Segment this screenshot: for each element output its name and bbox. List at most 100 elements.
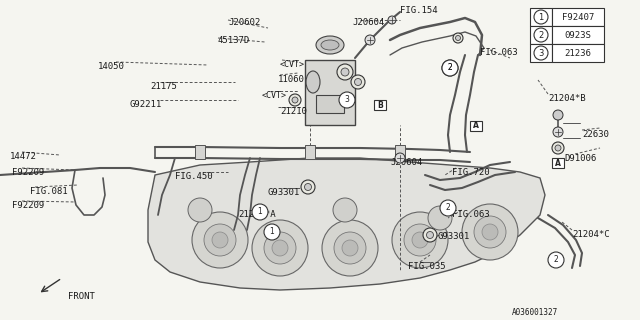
Text: 2: 2 [447,63,452,73]
Bar [552,158,564,168]
Text: 1: 1 [538,12,543,21]
Text: 45137D: 45137D [218,36,250,45]
Bar [530,8,552,26]
Circle shape [428,206,452,230]
Text: F92407: F92407 [562,12,594,21]
Text: 2: 2 [554,255,558,265]
Ellipse shape [321,40,339,50]
Circle shape [482,224,498,240]
Text: G93301: G93301 [438,232,470,241]
Circle shape [272,240,288,256]
Text: FIG.063: FIG.063 [452,210,490,219]
Text: G92211: G92211 [130,100,163,109]
Text: 14472: 14472 [10,152,37,161]
Bar [470,121,482,131]
Circle shape [264,224,280,240]
Circle shape [333,198,357,222]
Text: 2: 2 [538,30,543,39]
Text: FIG.063: FIG.063 [480,48,518,57]
Bar [374,100,386,110]
Bar [316,95,344,113]
Text: J20604: J20604 [352,18,384,27]
Text: J20602: J20602 [228,18,260,27]
Bar [552,8,604,26]
Circle shape [264,232,296,264]
Text: 22630: 22630 [582,130,609,139]
Text: FIG.154: FIG.154 [400,6,438,15]
Circle shape [534,10,548,24]
Text: FIG.081: FIG.081 [30,187,68,196]
Circle shape [423,228,437,242]
Text: 21204*C: 21204*C [572,230,610,239]
Bar [305,145,315,159]
Circle shape [404,224,436,256]
Text: 2: 2 [445,204,451,212]
Text: FIG.720: FIG.720 [452,168,490,177]
Circle shape [440,200,456,216]
Circle shape [322,220,378,276]
Text: 21210: 21210 [280,107,307,116]
Text: D91006: D91006 [564,154,596,163]
Circle shape [426,231,433,238]
Circle shape [553,127,563,137]
Text: J20604: J20604 [390,158,422,167]
Text: <CVT>: <CVT> [280,60,305,69]
Circle shape [334,232,366,264]
Text: 3: 3 [538,49,544,58]
Circle shape [341,68,349,76]
Text: B: B [377,100,383,109]
Circle shape [412,232,428,248]
Circle shape [252,220,308,276]
Circle shape [388,16,396,24]
Ellipse shape [306,71,320,93]
Text: 0923S: 0923S [564,30,591,39]
Text: 1: 1 [258,207,262,217]
Text: 21204*B: 21204*B [548,94,586,103]
Circle shape [252,204,268,220]
Text: 11060: 11060 [278,75,305,84]
Text: A: A [473,122,479,131]
Circle shape [292,97,298,103]
Text: FRONT: FRONT [68,292,95,301]
Circle shape [462,204,518,260]
Bar [395,145,405,159]
Text: FIG.035: FIG.035 [408,262,445,271]
Bar [552,26,604,44]
Circle shape [339,92,355,108]
Text: F92209: F92209 [12,168,44,177]
Text: G93301: G93301 [268,188,300,197]
Circle shape [351,75,365,89]
Circle shape [395,153,405,163]
Text: A036001327: A036001327 [512,308,558,317]
Circle shape [204,224,236,256]
Circle shape [289,94,301,106]
Bar [305,60,355,125]
Circle shape [442,60,458,76]
Text: 21175: 21175 [150,82,177,91]
Circle shape [555,145,561,151]
Bar [530,26,552,44]
Circle shape [188,198,212,222]
Circle shape [301,180,315,194]
Circle shape [365,35,375,45]
Circle shape [474,216,506,248]
Circle shape [456,36,461,41]
Text: 21204*A: 21204*A [238,210,276,219]
Text: FIG.450: FIG.450 [175,172,212,181]
Circle shape [342,240,358,256]
Text: 2: 2 [447,63,452,73]
Polygon shape [148,158,545,290]
Text: 21236: 21236 [564,49,591,58]
Text: 14050: 14050 [98,62,125,71]
Text: 1: 1 [269,228,275,236]
Circle shape [552,142,564,154]
Circle shape [355,78,362,85]
Text: <CVT>: <CVT> [262,91,287,100]
Text: F92209: F92209 [12,201,44,210]
Bar [530,44,552,62]
Bar [552,44,604,62]
Circle shape [553,110,563,120]
Text: 3: 3 [344,95,349,105]
Ellipse shape [316,36,344,54]
Circle shape [392,212,448,268]
